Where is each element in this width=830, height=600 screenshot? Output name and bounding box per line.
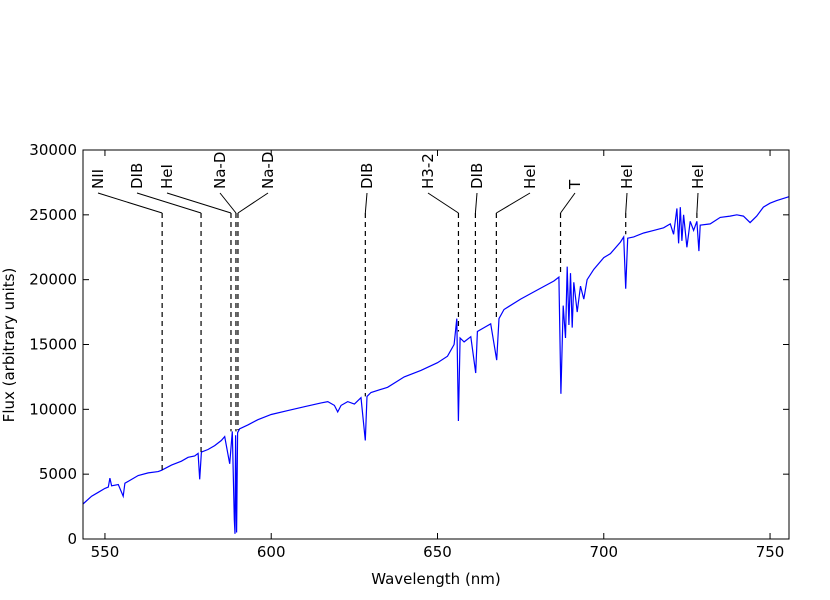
annotation-label: T [566, 179, 584, 190]
y-axis-label: Flux (arbitrary units) [0, 268, 18, 423]
annotation-leader [219, 192, 237, 214]
annotation-label: Na-D [259, 152, 277, 189]
annotation-leader [625, 192, 628, 214]
annotation-leader [696, 192, 699, 214]
annotation-label: H3-2 [419, 153, 437, 189]
y-tick-label: 0 [67, 530, 77, 548]
annotation-leader [496, 192, 531, 214]
annotation-leader [364, 192, 368, 214]
y-tick-label: 5000 [39, 465, 77, 483]
annotation-label: HeI [521, 164, 539, 189]
annotation-label: DIB [468, 163, 486, 189]
x-tick-label: 550 [91, 543, 120, 561]
annotation-leader [474, 192, 478, 214]
x-tick-label: 750 [756, 543, 785, 561]
annotation-leader [427, 192, 459, 214]
annotation-label: DIB [128, 163, 146, 189]
annotation-label: HeI [618, 164, 636, 189]
plot-frame [82, 149, 790, 540]
x-axis-label: Wavelength (nm) [371, 570, 501, 588]
x-tick-label: 700 [589, 543, 618, 561]
x-tick-label: 600 [257, 543, 286, 561]
annotation-leader [560, 192, 576, 214]
annotation-label: NII [89, 169, 107, 189]
annotation-leader [237, 192, 269, 214]
annotation-leader [166, 192, 232, 214]
y-tick-label: 25000 [29, 206, 77, 224]
annotation-leader [97, 192, 163, 214]
y-tick-label: 10000 [29, 400, 77, 418]
spectrum-line [82, 196, 790, 534]
y-tick-label: 20000 [29, 271, 77, 289]
y-tick-label: 30000 [29, 141, 77, 159]
annotation-label: DIB [358, 163, 376, 189]
x-tick-label: 650 [423, 543, 452, 561]
annotation-label: Na-D [211, 152, 229, 189]
y-tick-label: 15000 [29, 336, 77, 354]
annotation-leader [136, 192, 202, 214]
annotation-label: HeI [158, 164, 176, 189]
annotation-label: HeI [689, 164, 707, 189]
